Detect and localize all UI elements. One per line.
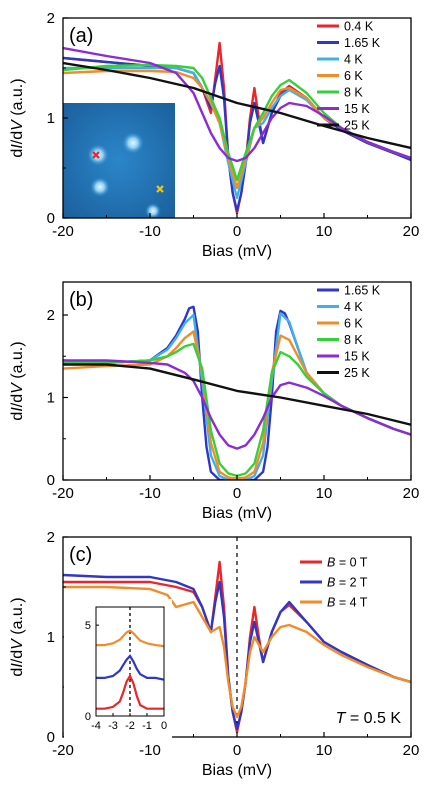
series-line: [63, 363, 411, 426]
legend: B = 0 T B = 2 T B = 4 T: [300, 556, 368, 610]
legend-label: 6 K: [344, 69, 363, 83]
legend-label: B = 0 T: [327, 556, 368, 570]
panel-a: -20 -10 0 10 20 0 1 2 Bias (mV) dI/dV (a.u.) (a) 0.…: [9, 10, 419, 260]
legend-label: 8 K: [344, 333, 363, 347]
inset-y-tick-label: 0: [85, 711, 91, 723]
x-tick-label: 0: [233, 485, 241, 502]
y-axis-label: dI/dV (a.u.): [9, 597, 26, 676]
y-axis-label: dI/dV (a.u.): [9, 78, 26, 157]
panel-b: -20 -10 0 10 20 0 1 2 Bias (mV) dI/dV (a.u.) (b) 1.…: [9, 281, 420, 522]
x-axis-label: Bias (mV): [202, 505, 272, 522]
inset-x-tick-label: 0: [161, 720, 167, 732]
legend-label: 25 K: [344, 366, 370, 380]
inset-plot: -4 -3 -2 -1 0 0 5: [64, 599, 172, 738]
legend-label: 1.65 K: [344, 284, 381, 298]
x-axis-label: Bias (mV): [202, 243, 272, 260]
adatom-spot: [122, 132, 144, 154]
yellow-x-marker: [156, 185, 164, 193]
adatom-spot: [145, 203, 161, 219]
inset-series-line: [96, 654, 165, 681]
series-line: [63, 46, 411, 163]
x-tick-label: 0: [233, 742, 241, 759]
x-tick-label: 20: [403, 223, 420, 240]
series-line: [63, 61, 411, 150]
y-tick-label: 0: [47, 729, 55, 746]
legend-label: B = 2 T: [327, 576, 368, 590]
y-tick-label: 1: [47, 390, 55, 407]
data-layer: [63, 305, 411, 480]
x-tick-label: 20: [403, 742, 420, 759]
x-tick-label: 10: [316, 485, 333, 502]
x-tick-label: -10: [139, 485, 161, 502]
legend: 0.4 K 1.65 K 4 K 6 K 8 K 15 K 25 K: [317, 20, 381, 133]
red-x-marker: [92, 151, 100, 159]
inset-background: [64, 599, 172, 738]
x-tick-label: -20: [52, 485, 74, 502]
inset-y-tick-label: 5: [85, 620, 91, 632]
series-line: [63, 63, 411, 182]
x-tick-label: 20: [403, 485, 420, 502]
temperature-annotation: T = 0.5 K: [336, 710, 402, 727]
legend: 1.65 K 4 K 6 K 8 K 15 K 25 K: [317, 284, 381, 380]
y-tick-label: 0: [47, 472, 55, 489]
legend-label: B = 4 T: [327, 596, 368, 610]
legend-label: 6 K: [344, 317, 363, 331]
legend-label: 4 K: [344, 53, 363, 67]
stm-topography-icon: [63, 103, 175, 218]
y-tick-label: 2: [47, 529, 55, 546]
inset-series-line: [96, 673, 164, 710]
x-tick-label: 10: [316, 223, 333, 240]
data-layer: [63, 560, 411, 734]
series-line: [63, 342, 411, 478]
inset-x-tick-label: -2: [125, 720, 135, 732]
x-tick-label: 0: [233, 223, 241, 240]
y-tick-label: 2: [47, 10, 55, 27]
y-tick-label: 2: [47, 307, 55, 324]
y-tick-label: 1: [47, 629, 55, 646]
legend-label: 25 K: [344, 119, 370, 133]
panel-label: (b): [69, 289, 93, 311]
legend-label: 8 K: [344, 86, 363, 100]
x-tick-label: -20: [52, 223, 74, 240]
y-axis-label: dI/dV (a.u.): [9, 341, 26, 420]
y-tick-label: 0: [47, 210, 55, 227]
legend-label: 0.4 K: [344, 20, 374, 34]
legend-label: 1.65 K: [344, 36, 381, 50]
x-tick-label: -10: [139, 223, 161, 240]
x-tick-label: -20: [52, 742, 74, 759]
x-tick-label: 10: [316, 742, 333, 759]
x-axis-label: Bias (mV): [202, 762, 272, 779]
inset-x-tick-label: -3: [108, 720, 118, 732]
legend-label: 15 K: [344, 350, 370, 364]
adatom-spot: [87, 144, 109, 166]
y-tick-label: 1: [47, 110, 55, 127]
data-layer: [63, 41, 411, 215]
panel-label: (c): [69, 544, 92, 566]
series-line: [63, 359, 411, 450]
legend-label: 4 K: [344, 300, 363, 314]
adatom-spot: [90, 177, 110, 197]
legend-label: 15 K: [344, 102, 370, 116]
series-line: [63, 585, 411, 719]
x-tick-label: -10: [139, 742, 161, 759]
inset-x-tick-label: -1: [142, 720, 152, 732]
inset-stm-image: [63, 103, 175, 219]
inset-series-line: [96, 629, 165, 648]
inset-x-tick-label: -4: [91, 720, 101, 732]
panel-label: (a): [69, 25, 93, 47]
